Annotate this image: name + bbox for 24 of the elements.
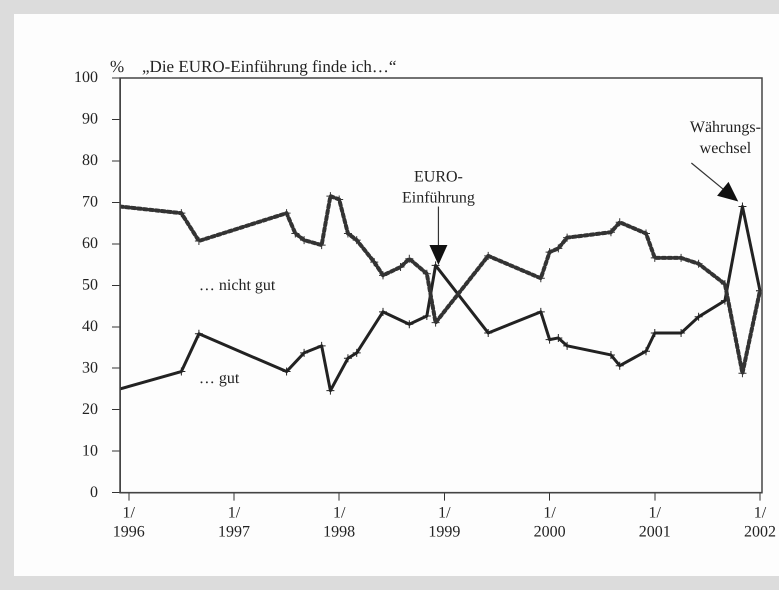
y-tick-label: 90 <box>82 110 98 128</box>
y-tick-label: 80 <box>82 152 98 170</box>
x-tick-label: 1/ 1999 <box>428 504 460 541</box>
y-tick-label: 0 <box>90 484 98 501</box>
y-tick-label: 60 <box>82 235 98 252</box>
x-tick-label: 1/ 1998 <box>323 504 356 541</box>
x-tick-label: 1/ 2002 <box>744 504 776 541</box>
y-tick-label: 100 <box>74 69 98 86</box>
y-tick-label: 40 <box>82 318 98 335</box>
series-label: … gut <box>198 370 240 388</box>
annotation: Währungs- wechsel <box>690 118 761 157</box>
x-tick-label: 1/ 1996 <box>112 504 145 541</box>
x-tick-label: 1/ 1997 <box>218 504 250 541</box>
y-tick-label: 10 <box>82 442 98 460</box>
y-tick-label: 50 <box>82 276 98 294</box>
y-axis-title: % <box>110 56 124 76</box>
annotation: EURO- Einführung <box>402 168 475 207</box>
text: … nicht gut <box>198 277 276 294</box>
y-tick-label: 20 <box>82 400 98 418</box>
y-tick-label: 30 <box>82 359 98 376</box>
y-tick-label: 70 <box>82 194 98 211</box>
x-tick-label: 1/ 2001 <box>638 504 671 541</box>
chart-title: „Die EURO-Einführung finde ich…“ <box>142 56 396 76</box>
x-tick-label: 1/ 2000 <box>534 504 566 541</box>
